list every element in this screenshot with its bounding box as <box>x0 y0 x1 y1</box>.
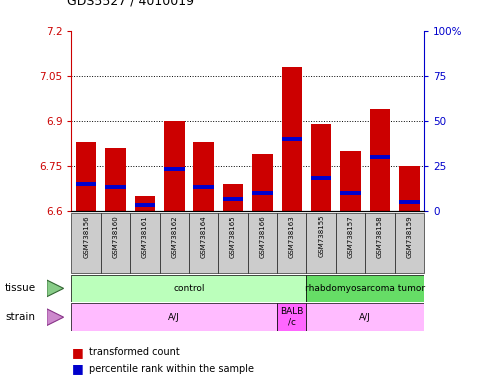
Text: GSM738164: GSM738164 <box>201 215 207 258</box>
Bar <box>311 176 331 180</box>
Bar <box>277 303 307 331</box>
Text: GSM738165: GSM738165 <box>230 215 236 258</box>
Bar <box>282 67 302 211</box>
Polygon shape <box>47 309 64 326</box>
Text: GDS5527 / 4010019: GDS5527 / 4010019 <box>67 0 194 8</box>
Bar <box>340 151 361 211</box>
Text: transformed count: transformed count <box>89 347 179 357</box>
Text: control: control <box>173 284 205 293</box>
Bar <box>336 213 365 273</box>
Bar <box>164 167 184 171</box>
Bar <box>277 213 307 273</box>
Polygon shape <box>47 280 64 297</box>
Bar <box>340 191 361 195</box>
Text: GSM738163: GSM738163 <box>289 215 295 258</box>
Bar <box>252 154 273 211</box>
Text: tissue: tissue <box>5 283 36 293</box>
Bar <box>394 213 424 273</box>
Text: strain: strain <box>5 312 35 322</box>
Bar <box>164 121 184 211</box>
Bar <box>71 213 101 273</box>
Text: GSM738162: GSM738162 <box>171 215 177 258</box>
Bar <box>193 185 214 189</box>
Bar <box>130 213 160 273</box>
Bar <box>106 148 126 211</box>
Bar <box>160 213 189 273</box>
Text: GSM738160: GSM738160 <box>112 215 118 258</box>
Bar <box>399 200 420 204</box>
Bar <box>307 275 424 302</box>
Bar <box>189 213 218 273</box>
Text: GSM738157: GSM738157 <box>348 215 353 258</box>
Text: ■: ■ <box>71 362 83 375</box>
Text: percentile rank within the sample: percentile rank within the sample <box>89 364 254 374</box>
Bar <box>223 197 244 201</box>
Bar <box>223 184 244 211</box>
Bar <box>399 166 420 211</box>
Text: GSM738159: GSM738159 <box>406 215 412 258</box>
Bar <box>247 213 277 273</box>
Bar <box>307 213 336 273</box>
Text: BALB
/c: BALB /c <box>280 308 304 327</box>
Bar <box>106 185 126 189</box>
Bar <box>365 213 394 273</box>
Bar <box>307 303 424 331</box>
Bar <box>218 213 248 273</box>
Text: GSM738161: GSM738161 <box>142 215 148 258</box>
Bar <box>252 191 273 195</box>
Bar <box>135 196 155 211</box>
Text: GSM738158: GSM738158 <box>377 215 383 258</box>
Bar <box>370 155 390 159</box>
Text: GSM738156: GSM738156 <box>83 215 89 258</box>
Bar <box>71 275 307 302</box>
Bar <box>370 109 390 211</box>
Bar <box>101 213 130 273</box>
Bar <box>71 303 277 331</box>
Text: ■: ■ <box>71 346 83 359</box>
Text: rhabdomyosarcoma tumor: rhabdomyosarcoma tumor <box>305 284 425 293</box>
Bar <box>76 142 97 211</box>
Text: GSM738155: GSM738155 <box>318 215 324 257</box>
Text: A/J: A/J <box>169 313 180 322</box>
Text: A/J: A/J <box>359 313 371 322</box>
Bar <box>282 137 302 141</box>
Text: GSM738166: GSM738166 <box>259 215 265 258</box>
Bar <box>193 142 214 211</box>
Bar <box>135 203 155 207</box>
Bar <box>76 182 97 186</box>
Bar <box>311 124 331 211</box>
